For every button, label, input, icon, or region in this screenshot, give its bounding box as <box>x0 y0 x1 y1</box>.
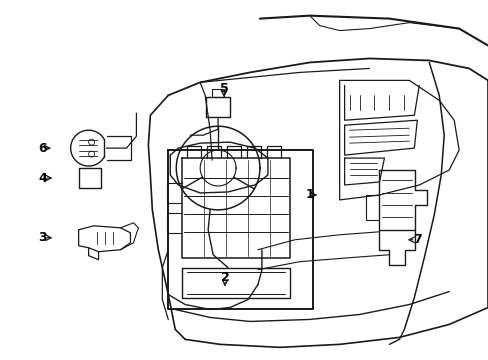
Text: 3: 3 <box>39 231 47 244</box>
Text: 1: 1 <box>305 188 313 202</box>
Text: 2: 2 <box>220 271 229 284</box>
Text: 4: 4 <box>39 171 47 185</box>
Text: 7: 7 <box>412 233 421 246</box>
Text: 5: 5 <box>219 82 228 95</box>
Text: 6: 6 <box>39 141 47 155</box>
